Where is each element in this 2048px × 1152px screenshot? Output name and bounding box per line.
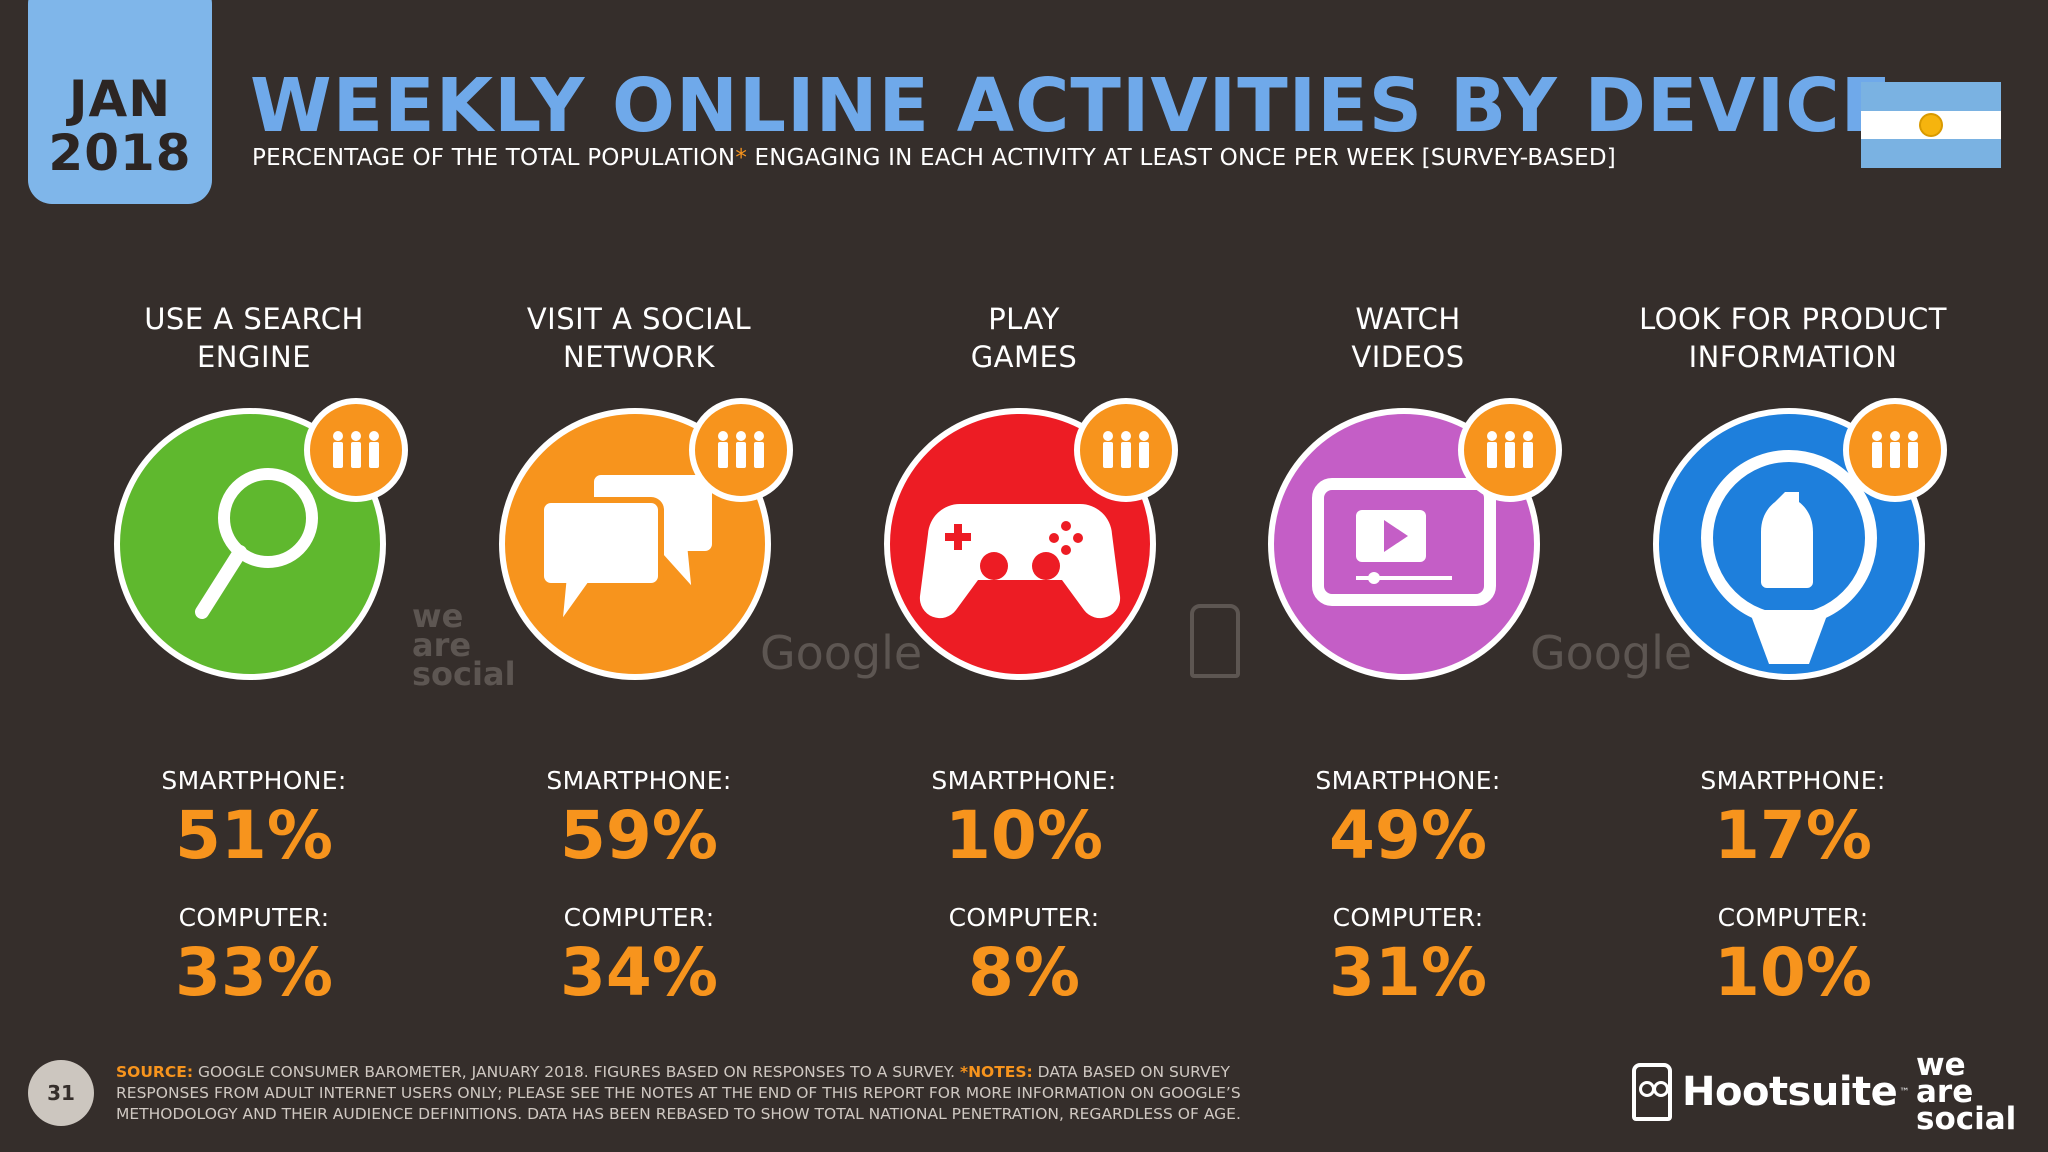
hootsuite-logo: Hootsuite ™ [1632, 1062, 1909, 1122]
date-year: 2018 [48, 124, 192, 182]
smartphone-label: SMARTPHONE: [1315, 766, 1501, 795]
trademark-symbol: ™ [1899, 1086, 1910, 1098]
people-icon [1074, 398, 1178, 502]
google-watermark: Google [1530, 626, 1693, 680]
we-are-social-watermark: we are social [412, 597, 516, 693]
date-month: JAN [68, 70, 172, 128]
smartphone-label: SMARTPHONE: [161, 766, 347, 795]
activity-label: WATCH VIDEOS [1216, 300, 1600, 380]
activity-label-line2: GAMES [970, 340, 1078, 374]
computer-value: 10% [1714, 934, 1872, 1011]
people-icon [1458, 398, 1562, 502]
activity-label-line1: LOOK FOR PRODUCT [1639, 302, 1947, 336]
page-number: 31 [28, 1060, 94, 1126]
computer-value: 34% [560, 934, 718, 1011]
activity-label-line2: INFORMATION [1688, 340, 1898, 374]
product-search-icon [1701, 450, 1877, 664]
computer-value: 33% [175, 934, 333, 1011]
source-text: GOOGLE CONSUMER BAROMETER, JANUARY 2018.… [193, 1063, 960, 1081]
activity-label-line1: WATCH [1355, 302, 1461, 336]
people-icon [689, 398, 793, 502]
activity-icon-area [447, 398, 831, 688]
computer-label: COMPUTER: [1332, 903, 1484, 932]
subtitle-main: PERCENTAGE OF THE TOTAL POPULATION [252, 145, 736, 171]
people-icon [1843, 398, 1947, 502]
computer-label: COMPUTER: [948, 903, 1100, 932]
owl-icon [1632, 1063, 1672, 1121]
subtitle-asterisk: * [735, 145, 748, 171]
smartphone-label: SMARTPHONE: [1700, 766, 1886, 795]
activity-label: PLAY GAMES [832, 300, 1216, 380]
notes-text: DATA BASED ON SURVEY RESPONSES FROM ADUL… [116, 1063, 1241, 1123]
activity-icon-area [1601, 398, 1985, 688]
smartphone-value: 49% [1329, 797, 1487, 874]
smartphone-label: SMARTPHONE: [931, 766, 1117, 795]
activity-column-search: USE A SEARCH ENGINE SMARTPHONE: 51% COMP… [62, 300, 446, 1010]
activity-icon-area [832, 398, 1216, 688]
computer-value: 8% [967, 934, 1081, 1011]
page-title: WEEKLY ONLINE ACTIVITIES BY DEVICE [250, 63, 1893, 149]
activity-label-line2: NETWORK [563, 340, 715, 374]
activity-icon-area [62, 398, 446, 688]
flag-stripe-top [1861, 82, 2001, 111]
argentina-flag [1861, 82, 2001, 168]
smartphone-label: SMARTPHONE: [546, 766, 732, 795]
activity-label-line2: VIDEOS [1351, 340, 1465, 374]
activity-column-social: VISIT A SOCIAL NETWORK SMARTPHONE: 59% C… [447, 300, 831, 1010]
hootsuite-wordmark: Hootsuite [1682, 1069, 1898, 1115]
activity-label: USE A SEARCH ENGINE [62, 300, 446, 380]
activity-label-line2: ENGINE [196, 340, 312, 374]
source-notes: SOURCE: GOOGLE CONSUMER BAROMETER, JANUA… [116, 1062, 1246, 1125]
notes-label: *NOTES: [959, 1063, 1033, 1081]
sun-of-may-icon [1921, 114, 1941, 135]
activity-column-games: PLAY GAMES SMARTPHONE [832, 300, 1216, 1010]
flag-stripe-bottom [1861, 139, 2001, 168]
date-badge: JAN 2018 [28, 0, 212, 204]
video-player-icon [1312, 478, 1496, 606]
activity-column-videos: WATCH VIDEOS SMARTPHONE: 49% COMPUTER: 3… [1216, 300, 1600, 1010]
chat-bubbles-icon [538, 469, 718, 639]
gamepad-icon [919, 503, 1121, 619]
smartphone-value: 51% [175, 797, 333, 874]
source-label: SOURCE: [116, 1063, 194, 1081]
activity-column-product-info: LOOK FOR PRODUCT INFORMATION SMARTPHONE:… [1601, 300, 1985, 1010]
smartphone-value: 17% [1714, 797, 1872, 874]
page-subtitle: PERCENTAGE OF THE TOTAL POPULATION* ENGA… [252, 145, 1616, 171]
activity-label: VISIT A SOCIAL NETWORK [447, 300, 831, 380]
computer-label: COMPUTER: [1717, 903, 1869, 932]
activity-label-line1: USE A SEARCH [144, 302, 364, 336]
computer-value: 31% [1329, 934, 1487, 1011]
smartphone-value: 59% [560, 797, 718, 874]
we-are-social-logo: we are social [1916, 1047, 2017, 1137]
activity-label-line1: PLAY [988, 302, 1060, 336]
activity-label: LOOK FOR PRODUCT INFORMATION [1601, 300, 1985, 380]
activity-label-line1: VISIT A SOCIAL [526, 302, 752, 336]
computer-label: COMPUTER: [178, 903, 330, 932]
owl-watermark-icon [1190, 604, 1240, 678]
smartphone-value: 10% [945, 797, 1103, 874]
computer-label: COMPUTER: [563, 903, 715, 932]
people-icon [304, 398, 408, 502]
activity-icon-area [1216, 398, 1600, 688]
magnifier-icon [195, 468, 318, 619]
google-watermark: Google [760, 626, 923, 680]
subtitle-rest: ENGAGING IN EACH ACTIVITY AT LEAST ONCE … [747, 145, 1616, 171]
flag-stripe-middle [1861, 110, 2001, 140]
